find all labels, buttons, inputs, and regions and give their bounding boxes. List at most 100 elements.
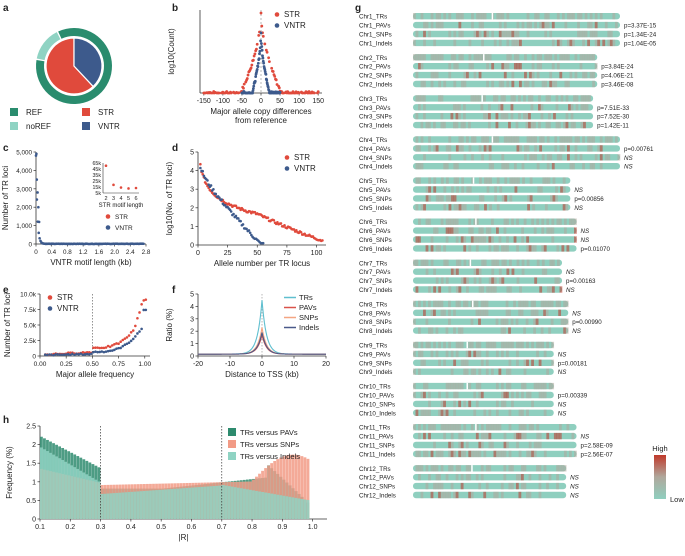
point-vntr xyxy=(140,327,143,331)
heat-cell xyxy=(503,245,507,252)
heat-cell xyxy=(528,441,532,449)
heat-cell xyxy=(480,227,484,234)
legend-trs-versus-pavs: TRs versus PAVs xyxy=(240,428,298,437)
heat-cell xyxy=(455,145,459,152)
heat-cell xyxy=(540,104,544,111)
heat-cell xyxy=(473,368,477,375)
heat-cell xyxy=(480,300,484,308)
y-tick-label-h: 2.5 xyxy=(26,424,36,431)
heat-cell xyxy=(536,63,540,70)
heat-cell xyxy=(571,432,575,440)
track-label: Chr9_Indels xyxy=(359,369,392,376)
heat-cell xyxy=(530,95,534,102)
heat-cell xyxy=(493,95,496,102)
point-vntr xyxy=(106,349,110,353)
point-str xyxy=(119,340,122,343)
heat-cell xyxy=(453,409,457,416)
point-str xyxy=(115,342,118,345)
point-str xyxy=(273,74,277,78)
heat-cell xyxy=(448,145,452,152)
heat-cell xyxy=(415,163,419,170)
p-value-label: NS xyxy=(570,493,579,500)
heat-cell xyxy=(468,145,472,152)
heat-cell xyxy=(546,286,550,293)
bar-snps xyxy=(303,457,307,519)
legend-snps: SNPs xyxy=(299,313,318,322)
heat-cell xyxy=(558,218,562,225)
heat-cell xyxy=(415,450,419,458)
heat-cell xyxy=(559,286,563,293)
track-label: Chr7_TRs xyxy=(359,260,387,267)
point-str xyxy=(250,63,254,67)
bar-indels xyxy=(273,494,277,519)
legend-vntr: VNTR xyxy=(57,304,79,313)
heat-cell xyxy=(425,450,429,458)
heat-cell xyxy=(420,80,424,88)
track-label: Chr4_PAVs xyxy=(359,146,390,153)
heat-cell xyxy=(540,300,544,308)
point-vntr xyxy=(35,198,39,201)
chrom-bar-chr6 xyxy=(413,218,577,225)
heat-cell xyxy=(505,113,509,120)
heat-cell xyxy=(448,218,452,225)
heat-cell xyxy=(589,13,593,20)
heat-cell xyxy=(418,368,421,375)
bar-indels xyxy=(249,489,252,519)
point-str xyxy=(237,91,241,95)
point-vntr xyxy=(125,342,129,346)
x-axis-label-c: VNTR motif length (kb) xyxy=(50,258,132,267)
heat-cell xyxy=(513,300,516,308)
bar-indels xyxy=(252,490,255,519)
heat-cell xyxy=(516,21,520,29)
track-label: Chr5_SNPs xyxy=(359,196,392,203)
heat-cell xyxy=(503,441,507,449)
heat-cell xyxy=(555,300,559,308)
track-label: Chr3_TRs xyxy=(359,96,387,103)
point-vntr xyxy=(77,352,81,356)
heat-cell xyxy=(584,30,588,38)
heat-cell xyxy=(453,450,457,458)
heat-cell xyxy=(415,95,419,102)
heat-cell xyxy=(554,80,558,88)
heat-cell xyxy=(529,21,532,29)
heat-cell xyxy=(415,409,419,416)
heat-cell xyxy=(485,482,489,490)
heat-cell xyxy=(577,136,580,143)
heat-cell xyxy=(551,286,555,293)
heat-cell xyxy=(445,195,449,202)
point-vntr xyxy=(110,349,114,352)
chrom-bar-base xyxy=(413,350,554,358)
legend-str: STR xyxy=(284,10,300,19)
heat-cell xyxy=(552,177,556,184)
heat-cell xyxy=(443,245,447,252)
centromere xyxy=(475,424,477,431)
heat-cell xyxy=(420,204,424,211)
heat-cell xyxy=(453,268,457,275)
chrom-bar-chr7 xyxy=(413,277,563,284)
heat-cell xyxy=(466,286,469,293)
bar-indels xyxy=(206,486,210,519)
point-str xyxy=(106,344,110,348)
heat-cell xyxy=(413,350,416,358)
heat-cell xyxy=(506,341,509,349)
heat-cell xyxy=(526,245,530,252)
heat-cell xyxy=(506,39,510,47)
point-str xyxy=(96,346,99,349)
bar-snps xyxy=(279,457,283,519)
point-vntr xyxy=(108,349,112,353)
heat-cell xyxy=(465,465,469,472)
heat-cell xyxy=(520,465,524,472)
heat-cell xyxy=(503,113,506,120)
heat-cell xyxy=(460,359,464,366)
heat-cell xyxy=(420,359,424,366)
heat-cell xyxy=(428,121,431,129)
heat-cell xyxy=(574,154,578,161)
heat-cell xyxy=(470,450,474,458)
heat-cell xyxy=(511,30,515,38)
point-vntr xyxy=(257,57,261,61)
heat-cell xyxy=(508,482,512,490)
heat-cell xyxy=(448,424,452,431)
heat-cell xyxy=(488,465,492,472)
heat-cell xyxy=(518,474,522,481)
point-str xyxy=(121,338,125,342)
